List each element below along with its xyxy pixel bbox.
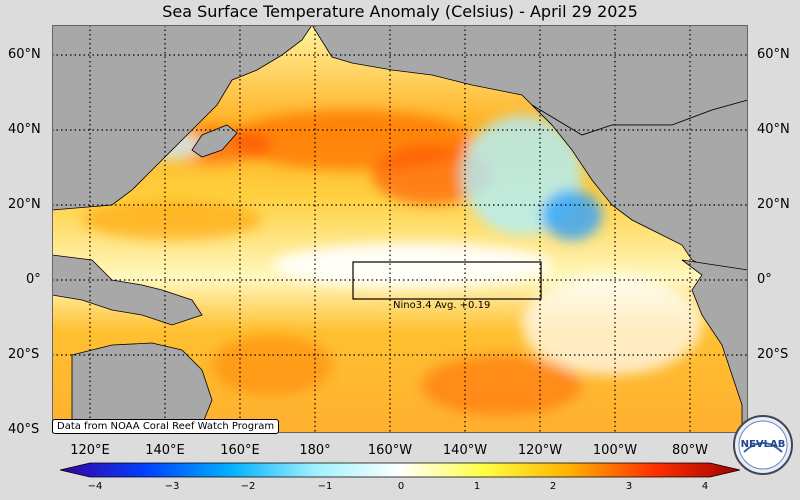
- data-credit: Data from NOAA Coral Reef Watch Program: [52, 419, 280, 434]
- lat-label-left: 40°S: [8, 422, 40, 437]
- colorbar-tick: −1: [317, 481, 333, 492]
- colorbar-tick: 1: [473, 481, 481, 492]
- lon-label: 180°: [299, 443, 331, 458]
- lon-label: 100°W: [592, 443, 638, 458]
- nevlab-logo: NEVLAB: [733, 415, 793, 475]
- colorbar-tick: 4: [701, 481, 709, 492]
- colorbar-tick: 3: [625, 481, 633, 492]
- lat-label-right: 40°N: [757, 122, 790, 137]
- lat-label-left: 20°N: [8, 197, 41, 212]
- lat-label-left: 40°N: [8, 122, 41, 137]
- lon-label: 120°E: [70, 443, 110, 458]
- lon-label: 160°W: [367, 443, 413, 458]
- lon-label: 80°W: [672, 443, 708, 458]
- lat-label-left: 60°N: [8, 47, 41, 62]
- nino34-average-label: Nino3.4 Avg. +0.19: [393, 300, 491, 311]
- asia-landmass: [52, 25, 313, 211]
- japan-land: [191, 124, 238, 158]
- map-title: Sea Surface Temperature Anomaly (Celsius…: [162, 2, 638, 21]
- land: [52, 25, 748, 433]
- lat-label-right: 20°S: [757, 347, 789, 362]
- lon-label: 140°E: [145, 443, 185, 458]
- lat-label-left: 20°S: [8, 347, 40, 362]
- svg-text:NEVLAB: NEVLAB: [741, 439, 786, 450]
- colorbar: [60, 462, 740, 478]
- colorbar-tick: 0: [397, 481, 405, 492]
- north-america-west: [531, 99, 748, 271]
- lat-label-right: 0°: [757, 272, 772, 287]
- colorbar-tick: −3: [164, 481, 180, 492]
- colorbar-tick: 2: [549, 481, 557, 492]
- lat-label-right: 60°N: [757, 47, 790, 62]
- map-border: [52, 25, 748, 433]
- lat-label-left: 0°: [26, 272, 41, 287]
- south-america-west: [681, 259, 748, 433]
- lon-label: 160°E: [220, 443, 260, 458]
- colorbar-tick: −2: [240, 481, 256, 492]
- gridlines: [52, 25, 748, 433]
- lat-label-right: 20°N: [757, 197, 790, 212]
- australia: [71, 342, 213, 433]
- sst-anomaly-map: [52, 25, 748, 433]
- lon-label: 120°W: [517, 443, 563, 458]
- colorbar-tick: −4: [87, 481, 103, 492]
- nino34-box: [352, 261, 542, 300]
- lon-label: 140°W: [442, 443, 488, 458]
